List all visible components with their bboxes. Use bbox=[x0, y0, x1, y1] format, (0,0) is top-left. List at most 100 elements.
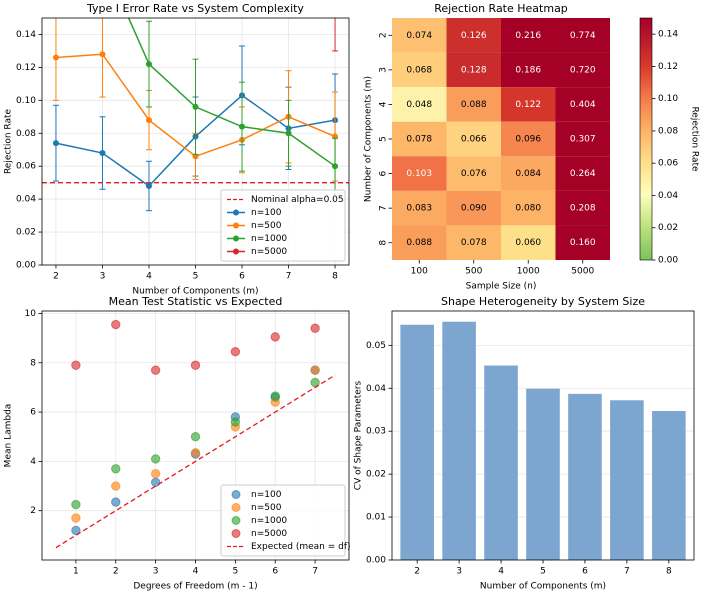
y-tick-label: 8 bbox=[30, 358, 36, 368]
chart-title: Shape Heterogeneity by System Size bbox=[441, 295, 645, 308]
y-tick-label: 7 bbox=[379, 205, 389, 211]
heatmap-cell bbox=[501, 52, 556, 88]
cell-label: 0.060 bbox=[515, 238, 541, 248]
cell-label: 0.078 bbox=[406, 135, 432, 145]
cell-label: 0.066 bbox=[461, 135, 487, 145]
point bbox=[270, 391, 280, 401]
heatmap-cell bbox=[555, 52, 610, 88]
x-tick-label: 500 bbox=[465, 267, 482, 277]
x-tick-label: 7 bbox=[624, 567, 630, 577]
heatmap-cell bbox=[446, 156, 501, 191]
cell-label: 0.307 bbox=[570, 135, 596, 145]
cell-label: 0.216 bbox=[515, 31, 541, 41]
x-tick-label: 7 bbox=[286, 272, 292, 282]
point bbox=[52, 54, 59, 61]
point bbox=[71, 499, 81, 510]
y-axis-label: Number of Components (m) bbox=[364, 76, 374, 202]
chart-title: Mean Test Statistic vs Expected bbox=[109, 295, 283, 308]
heatmap-cell bbox=[446, 52, 501, 88]
legend-swatch bbox=[233, 209, 239, 216]
cell-label: 0.090 bbox=[461, 204, 487, 214]
x-tick-label: 7 bbox=[312, 567, 318, 577]
point bbox=[111, 481, 121, 491]
legend-swatch bbox=[231, 490, 241, 499]
plot-frame bbox=[41, 17, 350, 266]
x-tick-label: 2 bbox=[414, 567, 420, 577]
point bbox=[111, 497, 121, 507]
x-tick-label: 8 bbox=[666, 567, 672, 577]
cell-label: 0.186 bbox=[515, 65, 541, 75]
cell-label: 0.720 bbox=[570, 65, 596, 75]
heatmap-cell bbox=[446, 121, 501, 157]
cell-label: 0.096 bbox=[515, 135, 541, 145]
x-tick-label: 1 bbox=[73, 567, 79, 577]
y-tick-label: 8 bbox=[379, 240, 389, 246]
cell-label: 0.128 bbox=[461, 65, 487, 75]
point bbox=[310, 323, 320, 333]
x-tick-label: 1000 bbox=[517, 267, 540, 277]
x-tick-label: 6 bbox=[272, 567, 278, 577]
cell-label: 0.126 bbox=[461, 31, 487, 41]
cell-label: 0.076 bbox=[461, 169, 487, 179]
colorbar bbox=[639, 17, 653, 261]
plot-area bbox=[42, 18, 349, 212]
cell-label: 0.084 bbox=[515, 169, 541, 179]
point bbox=[145, 182, 152, 189]
heatmap-cell bbox=[392, 156, 447, 191]
heatmap-cell bbox=[392, 190, 447, 226]
y-tick-label: 0.10 bbox=[16, 96, 36, 106]
x-tick-label: 5000 bbox=[571, 267, 594, 277]
y-axis-label: Mean Lambda bbox=[4, 404, 14, 468]
bar bbox=[568, 393, 602, 560]
legend-swatch bbox=[231, 516, 241, 525]
x-tick-label: 6 bbox=[239, 272, 245, 282]
point bbox=[230, 417, 241, 427]
x-tick-label: 5 bbox=[193, 272, 199, 282]
legend-label: Nominal alpha=0.05 bbox=[251, 195, 344, 205]
colorbar-tick-label: 0.06 bbox=[658, 159, 678, 169]
y-tick-label: 0.08 bbox=[16, 129, 36, 139]
heatmap-cell bbox=[501, 87, 556, 122]
x-axis-label: Number of Components (m) bbox=[132, 287, 258, 297]
y-tick-label: 6 bbox=[30, 408, 36, 418]
point bbox=[71, 525, 81, 536]
legend-swatch bbox=[233, 235, 239, 242]
legend-label: n=5000 bbox=[251, 529, 287, 539]
point bbox=[99, 150, 106, 157]
chart-title: Rejection Rate Heatmap bbox=[434, 2, 568, 15]
y-tick-label: 0.00 bbox=[16, 261, 36, 271]
heatmap-cell bbox=[501, 18, 556, 53]
cell-label: 0.088 bbox=[461, 100, 487, 110]
legend-label: n=500 bbox=[251, 221, 282, 231]
legend-swatch bbox=[233, 248, 239, 255]
cell-label: 0.080 bbox=[515, 204, 541, 214]
reference-line bbox=[55, 374, 336, 549]
point bbox=[150, 469, 161, 479]
y-tick-label: 0.04 bbox=[16, 195, 36, 205]
cell-label: 0.103 bbox=[406, 169, 432, 179]
point bbox=[150, 365, 161, 375]
point bbox=[145, 117, 152, 124]
y-tick-label: 6 bbox=[379, 170, 389, 176]
x-axis-label: Degrees of Freedom (m - 1) bbox=[133, 582, 257, 591]
heatmap-cell bbox=[392, 87, 447, 122]
colorbar-label: Rejection Rate bbox=[690, 106, 700, 172]
chart-title: Type I Error Rate vs System Complexity bbox=[86, 2, 304, 15]
bar bbox=[442, 321, 476, 560]
heatmap-cell bbox=[392, 52, 447, 88]
y-tick-label: 10 bbox=[25, 309, 37, 319]
legend-label: n=1000 bbox=[251, 234, 287, 244]
point bbox=[230, 346, 241, 357]
bar bbox=[610, 400, 644, 560]
x-tick-label: 8 bbox=[332, 272, 338, 282]
y-tick-label: 2 bbox=[30, 506, 36, 516]
heatmap-cell bbox=[501, 190, 556, 226]
heatmap-cell bbox=[446, 18, 501, 53]
cell-label: 0.068 bbox=[406, 65, 432, 75]
point bbox=[52, 140, 59, 147]
x-tick-label: 6 bbox=[582, 567, 588, 577]
heatmap-cell bbox=[555, 225, 610, 260]
heatmap-cell bbox=[555, 18, 610, 53]
y-tick-label: 0.00 bbox=[366, 556, 386, 566]
bar bbox=[652, 411, 686, 560]
